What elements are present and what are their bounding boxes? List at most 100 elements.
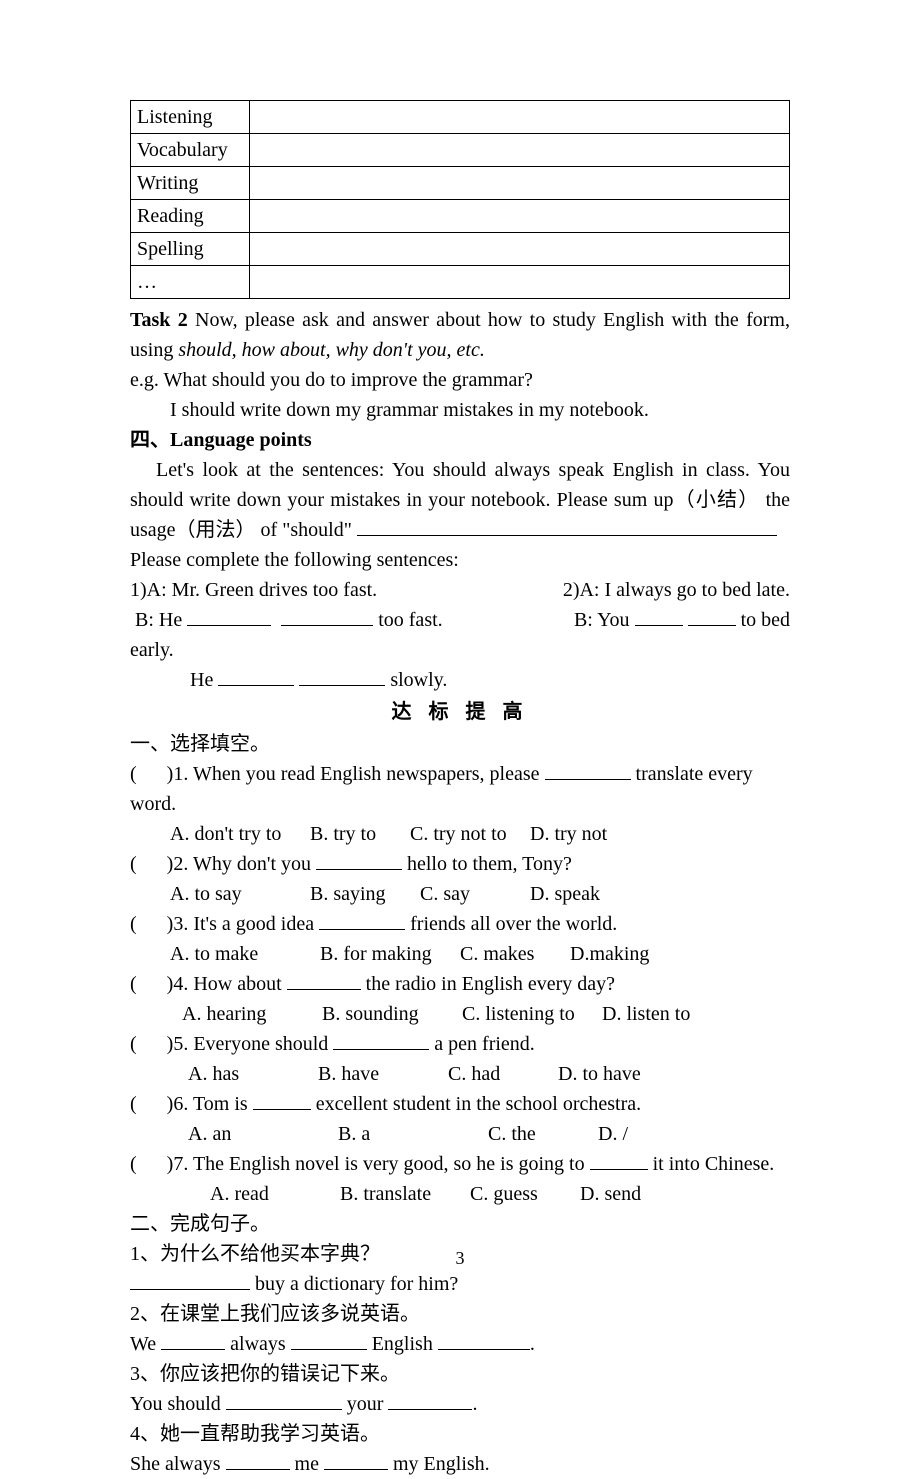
cell-blank	[249, 134, 789, 167]
cq3-line: You should your .	[130, 1389, 790, 1419]
mcq-list: ( )1. When you read English newspapers, …	[130, 759, 790, 1209]
cq4-b: me	[290, 1453, 324, 1475]
mcq-option: C. guess	[470, 1179, 580, 1209]
cell-label: Writing	[131, 167, 250, 200]
skills-table: Listening Vocabulary Writing Reading Spe…	[130, 100, 790, 299]
mcq-option: B. for making	[320, 939, 460, 969]
mcq-option: C. say	[420, 879, 530, 909]
mcq-options: A. to sayB. sayingC. sayD. speak	[130, 879, 790, 909]
mcq-option: A. read	[210, 1179, 340, 1209]
b-he-group: B: He too fast.	[130, 605, 443, 635]
mcq-option: B. have	[318, 1059, 448, 1089]
cq3: 3、你应该把你的错误记下来。	[130, 1359, 790, 1389]
cq2-d: .	[530, 1333, 535, 1355]
table-row: …	[131, 266, 790, 299]
mcq-option: A. to say	[170, 879, 310, 909]
mcq-option: D. try not	[530, 819, 630, 849]
complete-instruction: Please complete the following sentences:	[130, 545, 790, 575]
q2a: 2)A: I always go to bed late.	[563, 575, 790, 605]
blank	[130, 1289, 250, 1290]
mcq-option: D. listen to	[602, 999, 712, 1029]
cq2-b: always	[225, 1333, 291, 1355]
mcq-item: ( )5. Everyone should a pen friend.	[130, 1029, 790, 1059]
cq2-c: English	[367, 1333, 438, 1355]
mcq-option: A. an	[188, 1119, 338, 1149]
cq2-line: We always English .	[130, 1329, 790, 1359]
blank	[299, 685, 385, 686]
mcq-option: A. to make	[170, 939, 320, 969]
mcq-option: A. don't try to	[170, 819, 310, 849]
complete-heading: 二、完成句子。	[130, 1209, 790, 1239]
table-row: Reading	[131, 200, 790, 233]
blank	[226, 1409, 342, 1410]
mcq-options: A. hasB. haveC. hadD. to have	[130, 1059, 790, 1089]
mcq-item: ( )2. Why don't you hello to them, Tony?	[130, 849, 790, 879]
mcq-option: C. the	[488, 1119, 598, 1149]
task2-block: Task 2 Now, please ask and answer about …	[130, 305, 790, 365]
slowly: slowly.	[385, 669, 447, 691]
table-row: Vocabulary	[131, 134, 790, 167]
cell-label: Reading	[131, 200, 250, 233]
mcq-option: B. sounding	[322, 999, 462, 1029]
blank	[688, 625, 736, 626]
cq4-line: She always me my English.	[130, 1449, 790, 1479]
cell-label: Vocabulary	[131, 134, 250, 167]
mcq-option: D.making	[570, 939, 670, 969]
cell-blank	[249, 167, 789, 200]
sentence-pair-row: 1)A: Mr. Green drives too fast. 2)A: I a…	[130, 575, 790, 605]
blank	[218, 685, 294, 686]
mcq-option: B. translate	[340, 1179, 470, 1209]
page-number: 3	[0, 1245, 920, 1272]
early-line: early.	[130, 635, 790, 665]
task2-label: Task 2	[130, 309, 188, 331]
cell-label: Listening	[131, 101, 250, 134]
mcq-option: D. /	[598, 1119, 658, 1149]
cq4-c: my English.	[388, 1453, 490, 1475]
blank	[324, 1469, 388, 1470]
sentence-pair-b: B: He too fast. B: You to bed	[130, 605, 790, 635]
mcq-heading: 一、选择填空。	[130, 729, 790, 759]
mcq-option: C. makes	[460, 939, 570, 969]
cell-blank	[249, 200, 789, 233]
mcq-item: ( )1. When you read English newspapers, …	[130, 759, 790, 819]
cell-label: …	[131, 266, 250, 299]
mcq-options: A. don't try toB. try toC. try not toD. …	[130, 819, 790, 849]
mcq-option: A. has	[188, 1059, 318, 1089]
mcq-options: A. readB. translateC. guessD. send	[130, 1179, 790, 1209]
table-row: Listening	[131, 101, 790, 134]
b-he: B: He	[135, 609, 187, 631]
mcq-item: ( )4. How about the radio in English eve…	[130, 969, 790, 999]
mcq-item: ( )6. Tom is excellent student in the sc…	[130, 1089, 790, 1119]
mcq-option: B. a	[338, 1119, 488, 1149]
task2-eg-answer: I should write down my grammar mistakes …	[130, 395, 790, 425]
lang-points-intro-text: Let's look at the sentences: You should …	[130, 459, 790, 541]
mcq-option: B. saying	[310, 879, 420, 909]
blank	[438, 1349, 530, 1350]
blank	[161, 1349, 225, 1350]
cq1-line: buy a dictionary for him?	[130, 1269, 790, 1299]
blank	[291, 1349, 367, 1350]
cq2-a: We	[130, 1333, 161, 1355]
mcq-item: ( )3. It's a good idea friends all over …	[130, 909, 790, 939]
cell-blank	[249, 101, 789, 134]
mcq-option: C. try not to	[410, 819, 530, 849]
b-you-group: B: You to bed	[574, 605, 790, 635]
mcq-options: A. anB. aC. theD. /	[130, 1119, 790, 1149]
too-fast: too fast.	[373, 609, 442, 631]
cq2: 2、在课堂上我们应该多说英语。	[130, 1299, 790, 1329]
mcq-option: B. try to	[310, 819, 410, 849]
lang-points-heading: 四、Language points	[130, 425, 790, 455]
blank	[635, 625, 683, 626]
section-title: 达 标 提 高	[130, 697, 790, 727]
mcq-options: A. hearingB. soundingC. listening toD. l…	[130, 999, 790, 1029]
mcq-option: C. listening to	[462, 999, 602, 1029]
task2-text-b: should, how about, why don't you, etc.	[178, 339, 484, 361]
q1a: 1)A: Mr. Green drives too fast.	[130, 575, 377, 605]
task2-eg: e.g. What should you do to improve the g…	[130, 365, 790, 395]
cq1-b: buy a dictionary for him?	[250, 1273, 458, 1295]
mcq-option: D. to have	[558, 1059, 668, 1089]
mcq-option: C. had	[448, 1059, 558, 1089]
mcq-option: D. speak	[530, 879, 630, 909]
cq4-a: She always	[130, 1453, 226, 1475]
blank-line	[357, 535, 777, 536]
